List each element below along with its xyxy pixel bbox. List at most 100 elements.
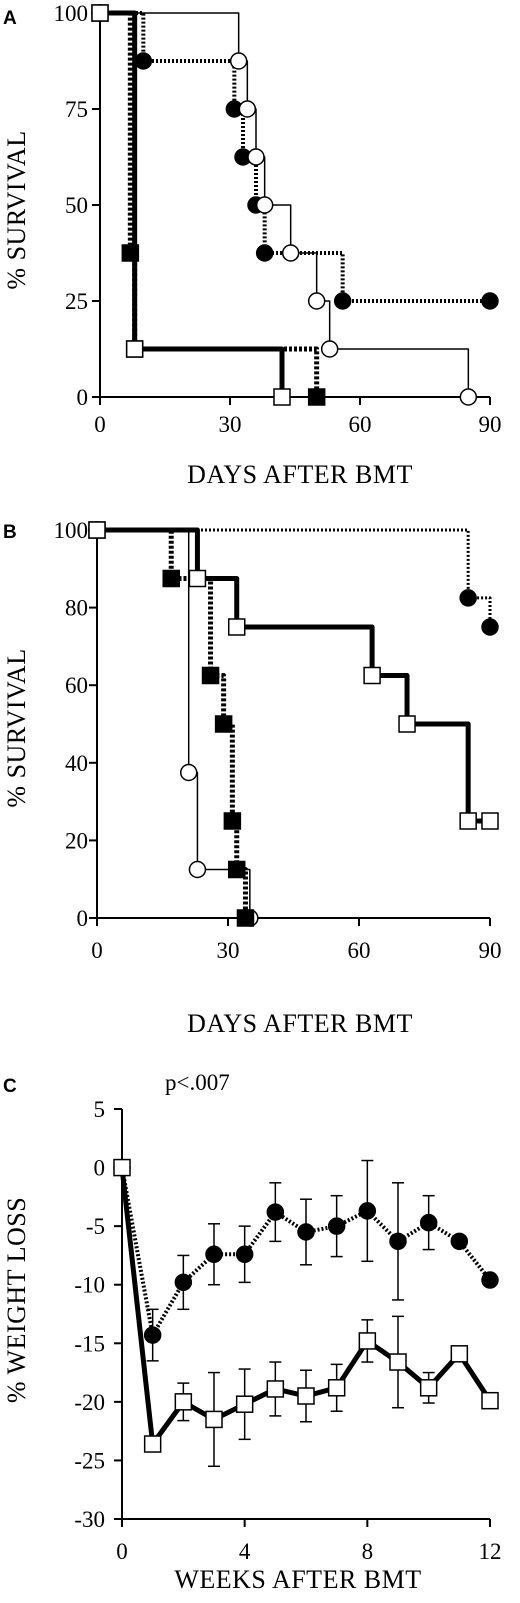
panel-c: C p<.007 0 4 8 12 5 0 -5 -10 -15 -20 -25 -30 WEEKS … (2, 1070, 502, 1594)
y-tick-label: -15 (74, 1331, 105, 1356)
data-point-open-circle (247, 148, 265, 166)
data-point-open-square (143, 1435, 162, 1453)
x-tick-label: 90 (479, 412, 502, 437)
data-point-open-square (266, 1380, 285, 1398)
data-point-open-square (459, 812, 477, 830)
y-tick-label: 100 (54, 518, 89, 543)
y-tick-label: 100 (54, 1, 89, 26)
data-point-filled-circle (266, 1203, 285, 1221)
data-point-open-square (358, 1332, 377, 1350)
data-point-open-square (235, 1395, 254, 1413)
panel-a-letter: A (3, 8, 17, 29)
data-point-filled-circle (235, 1245, 254, 1264)
data-point-open-circle (238, 100, 257, 118)
data-point-open-square (327, 1379, 346, 1397)
y-tick-label: -5 (86, 1214, 105, 1239)
data-point-filled-circle (297, 1223, 315, 1241)
data-point-open-circle (459, 388, 478, 406)
series-line-open-circle (100, 12, 470, 397)
data-point-filled-circle (358, 1202, 377, 1220)
data-point-filled-circle (481, 618, 499, 636)
data-point-open-square (88, 521, 106, 539)
data-point-open-square (188, 569, 207, 588)
data-point-open-circle (281, 244, 300, 262)
x-tick-label: 0 (94, 412, 106, 437)
y-tick-label: 20 (65, 828, 88, 853)
panel-c-xlabel: WEEKS AFTER BMT (174, 1565, 421, 1594)
data-point-filled-square (162, 569, 180, 588)
panel-b-ylabel: % SURVIVAL (2, 648, 31, 807)
y-tick-label: 40 (65, 751, 88, 776)
data-point-open-circle (320, 340, 339, 358)
panel-b: B 0 30 60 90 0 20 40 60 80 100 DAYS AFTER BMT % S… (2, 518, 502, 1038)
data-point-filled-square (223, 812, 242, 830)
panel-c-pvalue: p<.007 (165, 1070, 230, 1095)
y-tick-label: -30 (74, 1507, 105, 1532)
data-point-filled-square (121, 244, 140, 262)
x-tick-label: 0 (116, 1539, 128, 1564)
data-point-open-square (91, 4, 109, 22)
data-point-open-square (297, 1387, 315, 1405)
data-point-open-square (398, 715, 416, 733)
data-point-open-square (113, 1158, 131, 1177)
y-tick-label: -10 (74, 1273, 105, 1298)
y-tick-label: 0 (94, 1156, 106, 1181)
x-tick-label: 60 (348, 938, 371, 963)
y-tick-label: -25 (74, 1448, 105, 1473)
data-point-filled-circle (205, 1245, 223, 1264)
data-point-filled-square (227, 860, 246, 879)
panel-b-xlabel: DAYS AFTER BMT (187, 1009, 413, 1038)
data-point-open-circle (179, 763, 198, 782)
data-point-filled-circle (419, 1213, 438, 1232)
panel-a-axes: 0 30 60 90 0 25 50 75 100 (54, 1, 502, 437)
y-tick-label: 0 (77, 906, 89, 931)
data-point-filled-circle (143, 1326, 162, 1344)
y-tick-label: 60 (65, 673, 88, 698)
panel-c-ylabel: % WEIGHT LOSS (2, 1197, 31, 1403)
data-point-filled-circle (481, 292, 499, 310)
data-point-filled-circle (481, 1271, 499, 1289)
y-tick-label: 0 (77, 385, 89, 410)
data-point-open-square (363, 666, 381, 685)
data-point-filled-circle (459, 589, 477, 607)
series-line-open-square (97, 527, 490, 824)
data-point-filled-circle (134, 52, 153, 70)
panel-c-letter: C (3, 1076, 17, 1097)
series-line-filled-circle (97, 528, 492, 627)
data-point-open-circle (307, 292, 326, 310)
data-point-filled-square (307, 388, 326, 406)
data-point-open-circle (229, 52, 248, 70)
data-point-open-square (450, 1345, 469, 1363)
y-tick-label: 50 (65, 193, 88, 218)
data-point-filled-circle (333, 292, 352, 310)
data-point-filled-circle (174, 1273, 193, 1292)
data-point-open-square (389, 1353, 407, 1371)
x-tick-label: 60 (349, 412, 372, 437)
panel-c-axes: 0 4 8 12 5 0 -5 -10 -15 -20 -25 -30 (74, 1097, 501, 1564)
y-tick-label: 75 (65, 97, 88, 122)
data-point-open-square (481, 812, 499, 830)
x-tick-label: 30 (219, 412, 242, 437)
x-tick-label: 4 (239, 1539, 251, 1564)
y-tick-label: 5 (94, 1097, 106, 1122)
y-tick-label: 80 (65, 596, 88, 621)
panel-a-xlabel: DAYS AFTER BMT (187, 460, 413, 489)
data-point-open-square (227, 618, 246, 636)
data-point-open-circle (255, 196, 274, 214)
data-point-filled-square (236, 909, 255, 927)
panel-a: A 0 30 60 90 0 25 50 75 100 DAYS AFTER BMT % SUR… (2, 1, 502, 489)
data-point-filled-square (201, 666, 220, 685)
panel-b-letter: B (3, 522, 17, 543)
x-tick-label: 0 (91, 938, 103, 963)
x-tick-label: 90 (479, 938, 502, 963)
y-tick-label: -20 (74, 1390, 105, 1415)
x-tick-label: 30 (217, 938, 240, 963)
x-tick-label: 8 (362, 1539, 374, 1564)
data-point-filled-circle (389, 1232, 407, 1251)
data-point-filled-circle (450, 1232, 469, 1251)
data-point-open-square (174, 1393, 193, 1411)
data-point-open-square (125, 340, 144, 358)
x-tick-label: 12 (479, 1539, 502, 1564)
data-point-open-circle (188, 860, 207, 879)
